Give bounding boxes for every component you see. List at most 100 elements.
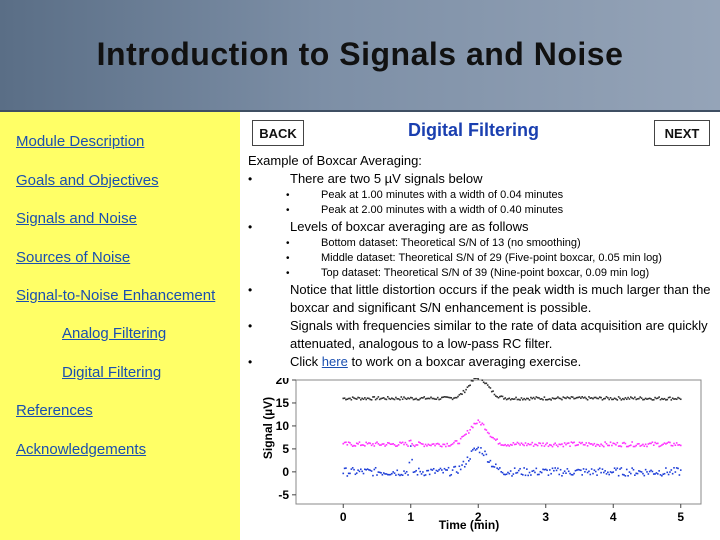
data-point-series-2 bbox=[623, 474, 625, 476]
data-point-series-2 bbox=[435, 469, 438, 472]
data-point-series-2 bbox=[590, 468, 593, 470]
data-point-series-2 bbox=[540, 471, 543, 474]
data-point-series-1 bbox=[659, 445, 662, 447]
data-point-series-2 bbox=[621, 473, 624, 476]
next-button[interactable]: NEXT bbox=[654, 120, 710, 146]
data-point-series-0 bbox=[496, 396, 498, 398]
data-point-series-1 bbox=[397, 444, 400, 446]
data-point-series-0 bbox=[399, 398, 401, 401]
data-point-series-0 bbox=[557, 396, 559, 398]
data-point-series-0 bbox=[366, 397, 369, 399]
data-point-series-2 bbox=[430, 468, 432, 471]
data-point-series-1 bbox=[582, 443, 585, 446]
data-point-series-1 bbox=[351, 445, 354, 447]
data-point-series-1 bbox=[669, 441, 671, 444]
data-point-series-2 bbox=[675, 467, 678, 469]
data-point-series-0 bbox=[376, 397, 378, 400]
sidebar-item-goals-and-objectives[interactable]: Goals and Objectives bbox=[16, 172, 159, 189]
data-point-series-1 bbox=[497, 443, 500, 445]
data-point-series-0 bbox=[540, 398, 543, 400]
data-point-series-2 bbox=[539, 470, 542, 473]
sidebar-item-analog-filtering[interactable]: Analog Filtering bbox=[62, 325, 167, 342]
y-tick-label: 5 bbox=[282, 442, 289, 456]
data-point-series-0 bbox=[403, 396, 405, 398]
data-point-series-2 bbox=[447, 466, 450, 469]
sidebar-item-module-description[interactable]: Module Description bbox=[16, 133, 145, 150]
data-point-series-2 bbox=[415, 469, 417, 472]
data-point-series-2 bbox=[638, 470, 640, 472]
exercise-here-link[interactable]: here bbox=[321, 354, 348, 369]
data-point-series-2 bbox=[632, 468, 635, 471]
data-point-series-0 bbox=[351, 396, 354, 398]
data-point-series-2 bbox=[382, 472, 385, 474]
data-point-series-1 bbox=[631, 441, 633, 443]
data-point-series-2 bbox=[500, 471, 502, 473]
data-point-series-0 bbox=[665, 399, 667, 401]
sidebar-item-references[interactable]: References bbox=[16, 402, 93, 419]
data-point-series-1 bbox=[517, 442, 520, 445]
data-point-series-2 bbox=[442, 471, 444, 474]
data-point-series-0 bbox=[500, 395, 502, 397]
data-point-series-0 bbox=[501, 395, 504, 398]
data-point-series-0 bbox=[357, 396, 359, 399]
data-point-series-2 bbox=[497, 468, 500, 471]
back-button[interactable]: BACK bbox=[252, 120, 304, 146]
data-point-series-2 bbox=[466, 456, 469, 459]
sidebar-item-sources-of-noise[interactable]: Sources of Noise bbox=[16, 249, 131, 266]
data-point-series-1 bbox=[643, 445, 646, 447]
data-point-series-1 bbox=[640, 444, 643, 447]
data-point-series-2 bbox=[571, 474, 574, 476]
data-point-series-0 bbox=[428, 397, 431, 400]
data-point-series-0 bbox=[387, 396, 389, 398]
bullet-distortion-note: Notice that little distortion occurs if … bbox=[248, 281, 716, 317]
data-point-series-1 bbox=[554, 442, 556, 445]
data-point-series-0 bbox=[611, 398, 613, 401]
data-point-series-0 bbox=[582, 397, 585, 399]
data-point-series-1 bbox=[520, 442, 523, 444]
data-point-series-0 bbox=[450, 397, 453, 399]
data-point-series-0 bbox=[571, 396, 574, 398]
data-point-series-2 bbox=[527, 474, 529, 477]
data-point-series-0 bbox=[442, 396, 444, 398]
data-point-series-0 bbox=[625, 398, 628, 401]
data-point-series-2 bbox=[620, 467, 623, 469]
data-point-series-1 bbox=[355, 442, 358, 445]
data-point-series-2 bbox=[364, 468, 366, 471]
data-point-series-2 bbox=[603, 471, 605, 474]
data-point-series-1 bbox=[409, 439, 412, 442]
data-point-series-2 bbox=[436, 470, 439, 473]
data-point-series-2 bbox=[569, 472, 571, 475]
data-point-series-0 bbox=[463, 391, 466, 394]
data-point-series-2 bbox=[350, 468, 353, 470]
data-point-series-0 bbox=[531, 397, 534, 400]
sidebar-item-digital-filtering[interactable]: Digital Filtering bbox=[62, 364, 162, 381]
data-point-series-1 bbox=[609, 441, 612, 444]
data-point-series-1 bbox=[597, 444, 600, 446]
data-point-series-0 bbox=[603, 397, 605, 400]
data-point-series-0 bbox=[416, 398, 419, 401]
data-point-series-0 bbox=[368, 397, 370, 400]
data-point-series-1 bbox=[459, 437, 462, 440]
data-point-series-1 bbox=[414, 445, 416, 448]
data-point-series-1 bbox=[435, 443, 438, 445]
sidebar-item-signal-to-noise-enhancement[interactable]: Signal-to-Noise Enhancement bbox=[16, 287, 216, 304]
data-point-series-1 bbox=[395, 445, 397, 447]
data-point-series-2 bbox=[678, 474, 681, 476]
data-point-series-1 bbox=[592, 444, 594, 446]
data-point-series-2 bbox=[369, 469, 372, 472]
data-point-series-1 bbox=[562, 445, 565, 448]
data-point-series-2 bbox=[409, 445, 412, 447]
data-point-series-1 bbox=[388, 442, 390, 444]
data-point-series-0 bbox=[563, 397, 566, 399]
sidebar-item-signals-and-noise[interactable]: Signals and Noise bbox=[16, 210, 137, 227]
data-point-series-0 bbox=[497, 396, 500, 399]
data-point-series-2 bbox=[578, 469, 581, 471]
data-point-series-0 bbox=[412, 398, 415, 401]
sidebar-item-acknowledgements[interactable]: Acknowledgements bbox=[16, 441, 147, 458]
data-point-series-0 bbox=[532, 396, 535, 399]
y-tick-label: 10 bbox=[276, 419, 290, 433]
data-point-series-1 bbox=[567, 442, 570, 444]
data-point-series-1 bbox=[453, 441, 455, 444]
data-point-series-1 bbox=[381, 443, 384, 445]
data-point-series-0 bbox=[511, 397, 513, 400]
